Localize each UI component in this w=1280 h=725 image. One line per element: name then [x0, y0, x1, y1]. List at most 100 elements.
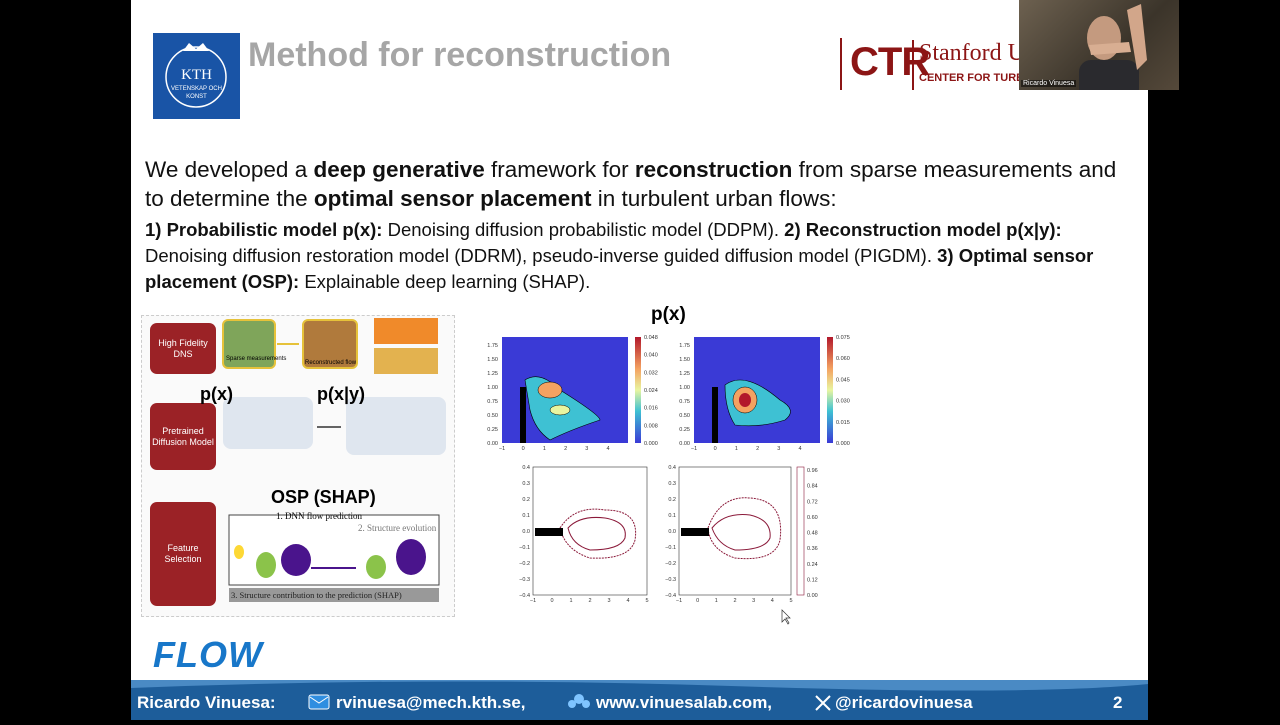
- diagram-step: 2. Structure evolution: [358, 523, 437, 533]
- x-icon: [815, 695, 831, 711]
- footer-x: @ricardovinuesa: [835, 693, 973, 712]
- tick-label: 3: [777, 446, 780, 452]
- kth-crest: [165, 43, 227, 108]
- tick-label: 0.024: [644, 388, 658, 394]
- tick-label: −0.3: [665, 577, 676, 583]
- tick-label: 2: [756, 446, 759, 452]
- plots-title: p(x): [651, 304, 686, 325]
- tick-label: 0.96: [807, 468, 818, 474]
- slide-title: Method for reconstruction: [248, 36, 672, 74]
- tick-label: 0.0: [668, 529, 676, 535]
- tick-label: 0.00: [487, 441, 498, 447]
- stage-box: Pretrained Diffusion Model: [150, 403, 216, 470]
- tick-label: −0.3: [519, 577, 530, 583]
- tick-label: −0.2: [519, 561, 530, 567]
- tick-label: 0.25: [679, 427, 690, 433]
- footer-wave: [131, 680, 1148, 691]
- tick-label: 0.045: [836, 377, 850, 383]
- tick-label: 1.25: [679, 371, 690, 377]
- tick-label: 1.75: [679, 343, 690, 349]
- tick-label: 0.2: [522, 497, 530, 503]
- bold-text: 1) Probabilistic model p(x):: [145, 219, 383, 240]
- tick-label: 0.1: [668, 513, 676, 519]
- tick-label: 0.008: [644, 423, 658, 429]
- tick-label: 0.040: [644, 353, 658, 359]
- bold-text: 2) Reconstruction model p(x|y):: [784, 219, 1062, 240]
- tick-label: 0.48: [807, 531, 818, 537]
- tick-label: −0.4: [519, 593, 530, 599]
- bold-text: reconstruction: [634, 157, 793, 182]
- tick-label: 4: [798, 446, 801, 452]
- tick-label: −1: [676, 598, 682, 604]
- tick-label: 1.50: [487, 357, 498, 363]
- tick-label: −0.1: [519, 545, 530, 551]
- ctr-rule-2: [912, 40, 914, 90]
- tick-label: 0.4: [522, 465, 530, 471]
- tick-label: 0.000: [836, 441, 850, 447]
- flow-logo: FLOW: [153, 634, 263, 675]
- tick-label: 0.2: [668, 497, 676, 503]
- tick-label: 0.030: [836, 399, 850, 405]
- footer-bar: [131, 680, 1148, 720]
- tick-label: 0.075: [836, 335, 850, 341]
- web-icon: [568, 694, 590, 708]
- kth-motto: VETENSKAP OCH KONST: [171, 86, 222, 100]
- tick-label: 0.1: [522, 513, 530, 519]
- text: from sparse measurements and to determin…: [145, 157, 1123, 211]
- bold-text: 3) Optimal sensor placement (OSP):: [145, 245, 1099, 292]
- text: Denoising diffusion probabilistic model …: [382, 219, 785, 240]
- diagram-label: p(x|y): [317, 384, 366, 404]
- diagram-step: 1. DNN flow prediction: [276, 511, 362, 521]
- ctr-text: CTR: [850, 40, 930, 84]
- tick-label: 0.50: [487, 413, 498, 419]
- tick-label: 1: [735, 446, 738, 452]
- text: Denoising diffusion restoration model (D…: [145, 219, 1067, 266]
- tick-label: 1: [715, 598, 718, 604]
- intro-text: We developed a deep generative framework…: [145, 155, 1135, 213]
- tick-label: 0.50: [679, 413, 690, 419]
- webcam-name: Ricardo Vinuesa: [1021, 80, 1077, 87]
- stage-box: High Fidelity DNS: [150, 323, 216, 374]
- text: framework for: [484, 157, 635, 182]
- points-text: 1) Probabilistic model p(x): Denoising d…: [145, 217, 1130, 295]
- tick-label: −0.4: [665, 593, 676, 599]
- tick-label: 2: [564, 446, 567, 452]
- tick-label: 0.00: [807, 593, 818, 599]
- ctr-sub: CENTER FOR TURBU: [919, 72, 1033, 84]
- tick-label: 0.12: [807, 577, 818, 583]
- webcam-image: [1079, 4, 1147, 90]
- diagram-caption: Sparse measurements: [226, 356, 287, 362]
- tick-label: 2: [588, 598, 591, 604]
- kth-text: KTH: [181, 67, 212, 83]
- tick-label: 0: [522, 446, 525, 452]
- tick-label: 0: [550, 598, 553, 604]
- tick-label: −1: [530, 598, 536, 604]
- tick-label: 0.00: [679, 441, 690, 447]
- stanford-text: Stanford U: [919, 40, 1025, 66]
- text: in turbulent urban flows:: [591, 186, 837, 211]
- tick-label: 1.00: [487, 385, 498, 391]
- tick-label: 4: [771, 598, 774, 604]
- footer-email: rvinuesa@mech.kth.se,: [336, 693, 526, 712]
- tick-label: 2: [733, 598, 736, 604]
- tick-label: −0.2: [665, 561, 676, 567]
- tick-label: 5: [645, 598, 648, 604]
- tick-label: 1: [569, 598, 572, 604]
- tick-label: −1: [691, 446, 697, 452]
- tick-label: 0.36: [807, 546, 818, 552]
- tick-label: 0.3: [668, 481, 676, 487]
- tick-label: 0.72: [807, 499, 818, 505]
- tick-label: 0.4: [668, 465, 676, 471]
- tick-label: 1.50: [679, 357, 690, 363]
- tick-label: 4: [606, 446, 609, 452]
- footer-name: Ricardo Vinuesa:: [137, 693, 276, 712]
- webcam: Ricardo Vinuesa: [1019, 0, 1179, 90]
- tick-label: 3: [752, 598, 755, 604]
- ctr-rule: [840, 38, 842, 90]
- flow-plots: 1.751.501.251.000.750.500.250.001.751.50…: [487, 335, 850, 625]
- tick-label: 1.75: [487, 343, 498, 349]
- tick-label: 0.016: [644, 406, 658, 412]
- diagram-step: 3. Structure contribution to the predict…: [231, 590, 402, 600]
- tick-label: 0.75: [679, 399, 690, 405]
- tick-label: 3: [585, 446, 588, 452]
